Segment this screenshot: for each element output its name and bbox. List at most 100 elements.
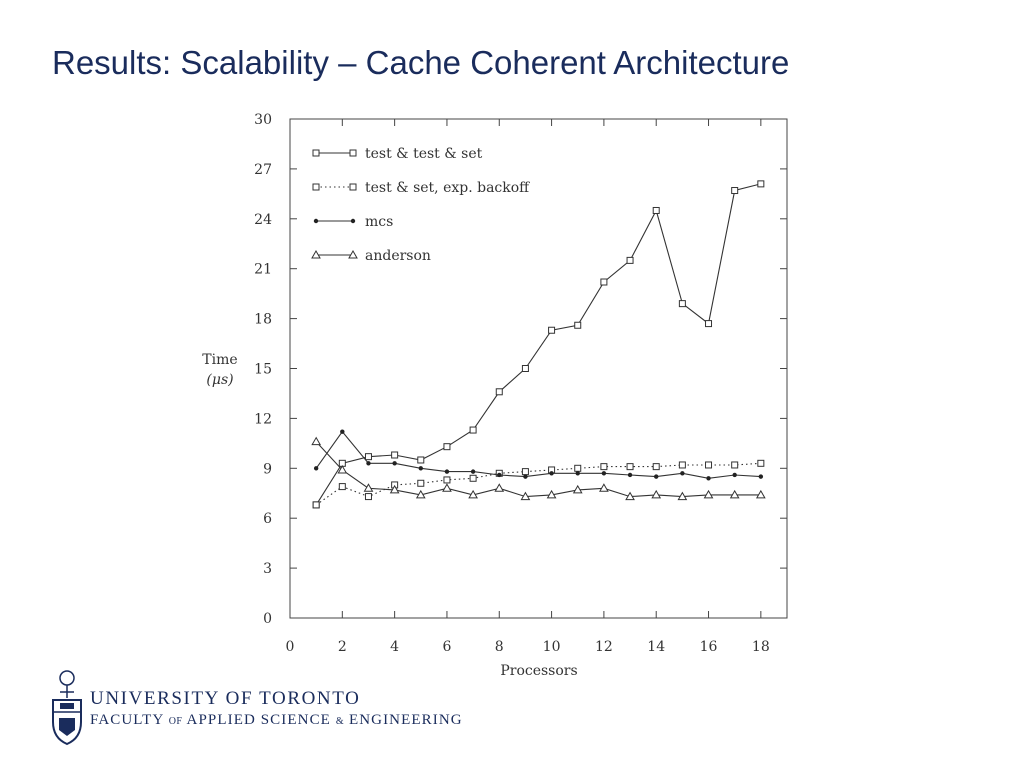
x-tick-label: 18 [752, 639, 770, 655]
legend-marker [349, 149, 357, 157]
data-point [677, 491, 688, 501]
series-line [315, 430, 761, 479]
data-point [574, 321, 582, 329]
legend-marker [350, 218, 356, 224]
x-tick-label: 12 [595, 639, 613, 655]
y-tick-label: 12 [254, 411, 272, 427]
data-point [705, 320, 713, 328]
data-point [758, 474, 764, 479]
data-point [364, 453, 372, 461]
legend-marker [313, 218, 319, 224]
faculty-engineering: ENGINEERING [348, 712, 463, 728]
data-point [313, 466, 319, 471]
data-point [444, 469, 450, 474]
x-tick-label: 10 [543, 639, 561, 655]
data-point [417, 479, 425, 487]
data-point [703, 489, 714, 499]
x-axis-label: Processors [500, 663, 577, 679]
legend-label: mcs [365, 214, 393, 230]
data-point [572, 484, 583, 494]
y-tick-label: 21 [254, 262, 272, 278]
data-point [521, 468, 529, 476]
data-point [626, 256, 634, 264]
data-point [391, 451, 399, 459]
data-point [601, 471, 607, 476]
data-point [705, 461, 713, 469]
legend-label: test & test & set [365, 146, 483, 162]
data-point [338, 483, 346, 491]
data-point [599, 483, 609, 492]
data-point [469, 426, 477, 434]
series-line [315, 441, 761, 498]
y-tick-label: 18 [254, 312, 272, 328]
series-2 [312, 459, 765, 509]
slide-title: Results: Scalability – Cache Coherent Ar… [52, 44, 790, 81]
data-point [497, 472, 502, 478]
y-axis-label-line2: (μs) [206, 372, 233, 388]
y-tick-label: 9 [263, 461, 272, 477]
data-point [311, 436, 322, 446]
data-point [755, 489, 766, 499]
x-tick-label: 4 [390, 639, 399, 655]
legend-entry: test & test & set [312, 146, 483, 162]
data-point [652, 206, 660, 214]
data-point [366, 461, 371, 466]
data-point [757, 180, 765, 188]
legend-label: test & set, exp. backoff [365, 180, 530, 196]
data-point [625, 491, 635, 501]
x-tick-label: 8 [495, 639, 504, 655]
x-tick-label: 16 [700, 639, 718, 655]
faculty-name: FACULTY OF APPLIED SCIENCE & ENGINEERING [90, 712, 463, 729]
data-point [549, 471, 554, 476]
series-3 [313, 429, 764, 481]
legend-marker [348, 249, 358, 259]
series-1 [312, 180, 765, 509]
data-point [600, 278, 608, 286]
series-layer [311, 180, 766, 509]
legend-entry: test & set, exp. backoff [312, 180, 530, 196]
data-point [469, 474, 477, 482]
y-tick-label: 27 [254, 162, 272, 178]
faculty-ampersand: & [335, 716, 345, 727]
faculty-word: FACULTY [90, 712, 164, 728]
data-point [652, 463, 660, 471]
data-point [443, 476, 451, 484]
university-footer: UNIVERSITY OF TORONTO FACULTY OF APPLIED… [48, 668, 528, 748]
data-point [340, 429, 345, 434]
data-point [364, 493, 372, 501]
y-axis-label-line1: Time [202, 352, 237, 368]
faculty-of: OF [168, 716, 183, 727]
legend-entry: anderson [311, 248, 431, 264]
data-point [521, 365, 529, 372]
series-4 [311, 436, 766, 501]
y-tick-label: 6 [263, 511, 272, 527]
data-point [312, 501, 320, 509]
x-tick-label: 14 [647, 639, 665, 655]
data-point [729, 489, 740, 499]
data-point [494, 483, 505, 492]
legend: test & test & set test & set, exp. backof… [311, 146, 530, 264]
legend-marker [349, 183, 357, 191]
y-tick-label: 3 [263, 561, 272, 577]
x-tick-label: 6 [442, 639, 451, 655]
legend-marker [312, 149, 320, 157]
legend-marker [312, 183, 320, 191]
x-tick-label: 2 [338, 639, 347, 655]
data-point [520, 491, 531, 501]
data-point [678, 300, 686, 308]
data-point [548, 326, 556, 334]
data-point [680, 471, 685, 476]
data-point [732, 472, 737, 478]
data-point [574, 464, 582, 472]
series-line [315, 462, 761, 506]
data-point [442, 483, 452, 492]
data-point [546, 489, 557, 499]
y-tick-label: 15 [254, 362, 272, 378]
y-tick-label: 30 [254, 112, 272, 128]
data-point [363, 483, 374, 492]
data-point [757, 459, 765, 467]
y-tick-label: 0 [263, 611, 272, 627]
legend-entry: mcs [313, 214, 393, 230]
